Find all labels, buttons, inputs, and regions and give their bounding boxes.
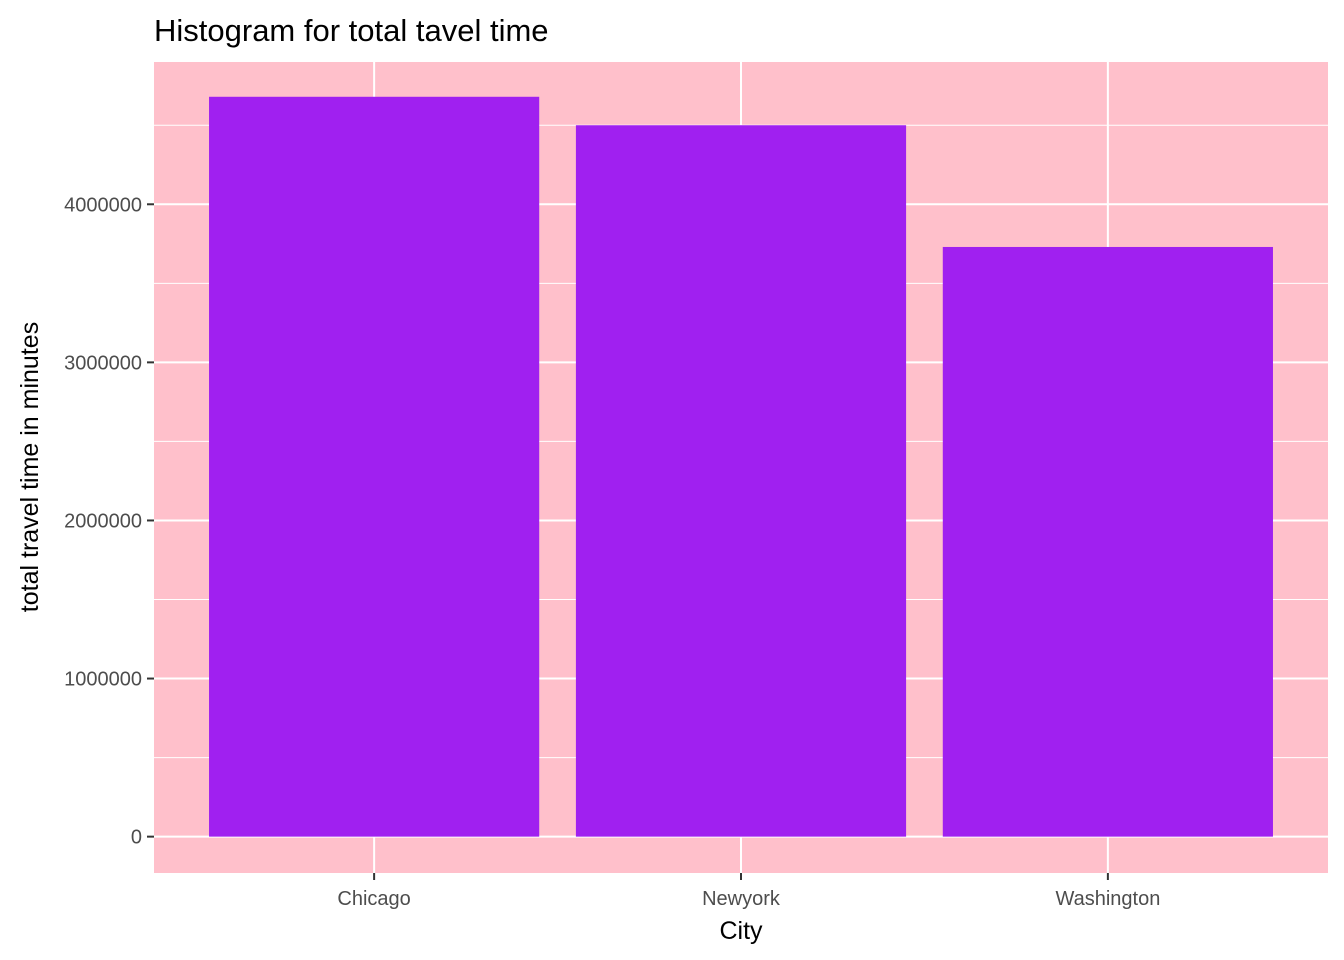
bar-chicago — [209, 96, 540, 837]
x-axis-ticks: Chicago Newyork Washington — [337, 873, 1160, 910]
y-tick-label: 2000000 — [64, 510, 142, 532]
y-tick-label: 1000000 — [64, 669, 142, 691]
bars — [209, 96, 1273, 837]
y-tick-label: 3000000 — [64, 352, 142, 374]
y-axis-ticks: 0 1000000 2000000 3000000 4000000 — [64, 194, 154, 849]
bar-newyork — [575, 125, 907, 837]
x-tick-label: Newyork — [702, 888, 781, 910]
bar-washington — [942, 246, 1273, 837]
x-tick-label: Chicago — [337, 888, 410, 910]
chart-title: Histogram for total tavel time — [154, 13, 549, 48]
y-axis-label: total travel time in minutes — [16, 322, 44, 612]
x-tick-label: Washington — [1055, 888, 1160, 910]
x-axis-label: City — [719, 917, 763, 945]
y-tick-label: 4000000 — [64, 194, 142, 216]
y-tick-label: 0 — [131, 827, 142, 849]
